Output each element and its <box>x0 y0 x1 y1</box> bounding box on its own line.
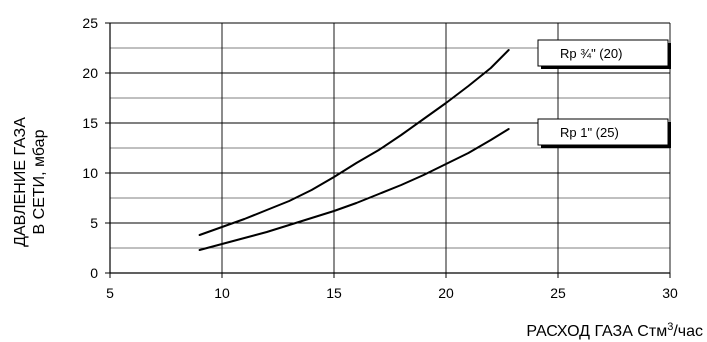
x-tick-label-30: 30 <box>662 285 678 301</box>
x-tick-labels: 5 10 15 20 25 30 <box>106 285 678 301</box>
x-axis-title: РАСХОД ГАЗА Стм3/час <box>526 321 703 340</box>
series-line-1 <box>198 128 510 251</box>
x-tick-label-25: 25 <box>550 285 566 301</box>
y-tick-label-0: 0 <box>90 265 98 281</box>
legend-box-0 <box>537 39 669 67</box>
legend-item-0: Rp ¾" (20) <box>537 39 671 69</box>
y-tick-label-10: 10 <box>82 165 98 181</box>
y-tick-labels: 0 5 10 15 20 25 <box>82 15 98 281</box>
y-tick-label-5: 5 <box>90 215 98 231</box>
y-tick-label-25: 25 <box>82 15 98 31</box>
legend-label-1: Rp 1" (25) <box>560 125 619 140</box>
plot-frame <box>105 22 671 278</box>
x-tick-label-10: 10 <box>214 285 230 301</box>
series-line-0 <box>198 49 510 236</box>
y-tick-label-15: 15 <box>82 115 98 131</box>
y-axis-title: ДАВЛЕНИЕ ГАЗА В СЕТИ, мбар <box>12 117 48 247</box>
legend-box-1 <box>537 118 669 146</box>
legend: Rp ¾" (20) Rp 1" (25) <box>537 39 671 148</box>
legend-label-0: Rp ¾" (20) <box>560 46 622 61</box>
x-tick-label-15: 15 <box>326 285 342 301</box>
y-tick-label-20: 20 <box>82 65 98 81</box>
series-lines <box>198 49 510 251</box>
y-axis-title-line-1: ДАВЛЕНИЕ ГАЗА <box>12 117 29 247</box>
y-axis-title-line-2: В СЕТИ, мбар <box>31 129 48 234</box>
x-tick-label-20: 20 <box>438 285 454 301</box>
x-tick-label-5: 5 <box>106 285 114 301</box>
legend-item-1: Rp 1" (25) <box>537 118 671 148</box>
